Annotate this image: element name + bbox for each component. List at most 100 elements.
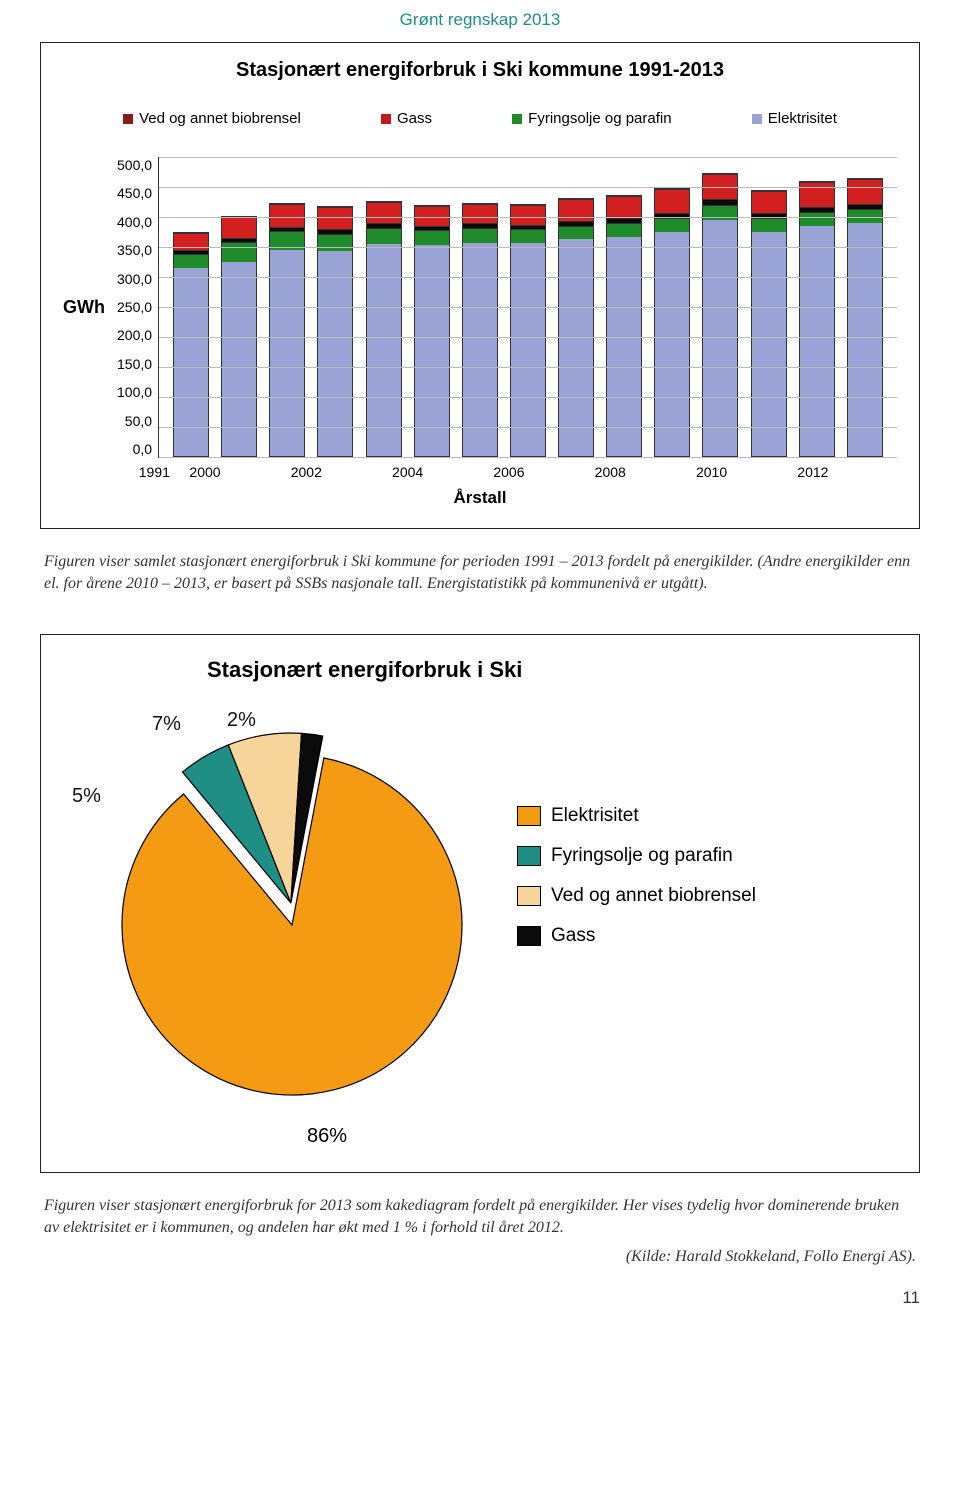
- xtick-label: 2002: [288, 464, 324, 480]
- page-number: 11: [40, 1288, 920, 1308]
- gridline: [159, 427, 897, 428]
- ytick-label: 300,0: [117, 271, 152, 287]
- bar-segment-elektrisitet: [511, 243, 545, 456]
- legend-swatch: [381, 114, 391, 124]
- bar: [414, 205, 450, 457]
- bar-segment-fyringsolje: [511, 229, 545, 243]
- legend-swatch: [752, 114, 762, 124]
- bar: [510, 204, 546, 457]
- bar: [558, 198, 594, 457]
- ytick-label: 100,0: [117, 384, 152, 400]
- pie-chart-title: Stasjonært energiforbruk i Ski: [207, 657, 893, 683]
- legend-label: Ved og annet biobrensel: [139, 110, 301, 127]
- ytick-label: 350,0: [117, 242, 152, 258]
- bar-segment-fyringsolje: [463, 228, 497, 243]
- bar-segment-elektrisitet: [752, 232, 786, 456]
- pie-legend-item: Elektrisitet: [517, 805, 756, 827]
- pie-chart-legend: Elektrisitet Fyringsolje og parafin Ved og…: [517, 805, 756, 965]
- bar-segment-elektrisitet: [318, 251, 352, 456]
- gridline: [159, 217, 897, 218]
- legend-label: Fyringsolje og parafin: [528, 110, 671, 127]
- legend-swatch: [512, 114, 522, 124]
- gridline: [159, 307, 897, 308]
- bar: [317, 206, 353, 457]
- bar-segment-fyringsolje: [607, 223, 641, 237]
- ytick-label: 150,0: [117, 356, 152, 372]
- bar: [173, 232, 209, 457]
- pie-chart: 5%7%2%: [67, 695, 487, 1115]
- bar: [751, 190, 787, 457]
- gridline: [159, 247, 897, 248]
- bar-segment-bio: [270, 204, 304, 227]
- bar-segment-bio: [848, 179, 882, 204]
- bar-chart-legend: Ved og annet biobrenselGassFyringsolje o…: [83, 110, 877, 127]
- bar-chart-caption: Figuren viser samlet stasjonært energifo…: [44, 551, 916, 594]
- xtick-label: [440, 464, 476, 480]
- legend-label: Gass: [551, 925, 595, 947]
- ytick-label: 400,0: [117, 214, 152, 230]
- bar: [847, 178, 883, 457]
- pie-chart-source: (Kilde: Harald Stokkeland, Follo Energi …: [44, 1246, 916, 1268]
- xtick-label: [643, 464, 679, 480]
- pie-caption-text: Figuren viser stasjonært energiforbruk f…: [44, 1197, 899, 1236]
- bar-chart-yticks: 500,0450,0400,0350,0300,0250,0200,0150,0…: [117, 157, 158, 457]
- bar-segment-bio: [415, 206, 449, 226]
- legend-label: Elektrisitet: [551, 805, 639, 827]
- bar-segment-fyringsolje: [559, 226, 593, 240]
- bar-segment-fyringsolje: [222, 242, 256, 262]
- bar-segment-bio: [222, 217, 256, 238]
- gridline: [159, 277, 897, 278]
- bar-chart-title: Stasjonært energiforbruk i Ski kommune 1…: [63, 59, 897, 82]
- bar-segment-elektrisitet: [463, 243, 497, 456]
- bar-segment-elektrisitet: [703, 220, 737, 456]
- bar-segment-fyringsolje: [655, 218, 689, 232]
- bar-chart-panel: Stasjonært energiforbruk i Ski kommune 1…: [40, 42, 920, 529]
- bar-legend-item: Fyringsolje og parafin: [512, 110, 671, 127]
- ytick-label: 450,0: [117, 185, 152, 201]
- pie-legend-item: Ved og annet biobrensel: [517, 885, 756, 907]
- bar-segment-bio: [655, 189, 689, 214]
- bar-segment-elektrisitet: [270, 250, 304, 456]
- bar-segment-bio: [318, 207, 352, 229]
- bar-legend-item: Elektrisitet: [752, 110, 837, 127]
- xtick-label: 2000: [187, 464, 223, 480]
- bar-chart-xlabel: Årstall: [63, 488, 897, 508]
- bar-segment-fyringsolje: [800, 212, 834, 226]
- bar-legend-item: Ved og annet biobrensel: [123, 110, 301, 127]
- legend-swatch: [517, 806, 541, 826]
- xtick-label: [744, 464, 780, 480]
- bar-segment-fyringsolje: [174, 254, 208, 268]
- ytick-label: 0,0: [117, 441, 152, 457]
- bar-segment-fyringsolje: [415, 230, 449, 245]
- pie-main-label: 86%: [307, 1125, 893, 1148]
- pie-chart-caption: Figuren viser stasjonært energiforbruk f…: [44, 1195, 916, 1238]
- ytick-label: 50,0: [117, 413, 152, 429]
- bar-segment-elektrisitet: [607, 237, 641, 456]
- bar-chart-xticks: 19912000200220042006200820102012: [121, 458, 897, 480]
- gridline: [159, 457, 897, 458]
- bar-segment-bio: [607, 196, 641, 218]
- bar: [702, 173, 738, 457]
- bar: [366, 201, 402, 457]
- bar-segment-elektrisitet: [655, 232, 689, 456]
- gridline: [159, 157, 897, 158]
- bar-segment-fyringsolje: [752, 218, 786, 232]
- xtick-label: 2006: [491, 464, 527, 480]
- xtick-label: 2010: [694, 464, 730, 480]
- bar: [606, 195, 642, 457]
- ytick-label: 250,0: [117, 299, 152, 315]
- legend-swatch: [517, 926, 541, 946]
- bar-segment-elektrisitet: [367, 244, 401, 456]
- bar-segment-bio: [367, 202, 401, 223]
- ytick-label: 200,0: [117, 327, 152, 343]
- xtick-label: 1991: [136, 464, 172, 480]
- page-header: Grønt regnskap 2013: [40, 10, 920, 30]
- xtick-label: 2012: [795, 464, 831, 480]
- legend-label: Fyringsolje og parafin: [551, 845, 733, 867]
- xtick-label: [339, 464, 375, 480]
- legend-label: Ved og annet biobrensel: [551, 885, 756, 907]
- pie-chart-panel: Stasjonært energiforbruk i Ski 5%7%2% El…: [40, 634, 920, 1173]
- pie-legend-item: Gass: [517, 925, 756, 947]
- xtick-label: [238, 464, 274, 480]
- legend-swatch: [517, 846, 541, 866]
